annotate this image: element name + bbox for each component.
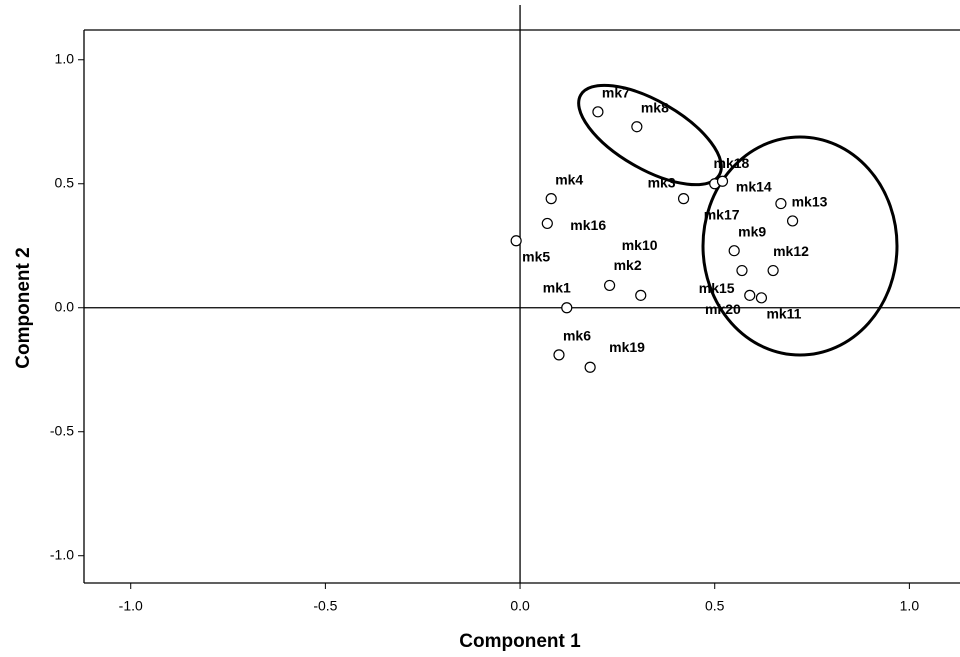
point-label: mk7 [602, 85, 630, 101]
point-label: mk9 [738, 223, 766, 239]
point [546, 194, 556, 204]
point-label: mk17 [704, 206, 740, 222]
point-label: mk2 [614, 257, 642, 273]
point [745, 290, 755, 300]
point-label: mk16 [570, 217, 606, 233]
point-label: mk19 [609, 339, 645, 355]
y-tick-label: -0.5 [50, 422, 74, 438]
point [605, 280, 615, 290]
x-tick-label: 0.5 [705, 598, 725, 614]
point [593, 107, 603, 117]
point [562, 303, 572, 313]
point [768, 266, 778, 276]
point [679, 194, 689, 204]
point-label: mk5 [522, 248, 550, 264]
point-label: mk13 [792, 194, 828, 210]
point-label: mk10 [622, 237, 658, 253]
point [632, 122, 642, 132]
y-axis-title: Component 2 [13, 247, 34, 368]
y-tick-label: 0.5 [55, 174, 75, 190]
point-label: mk18 [714, 155, 750, 171]
point [776, 199, 786, 209]
point [636, 290, 646, 300]
point [788, 216, 798, 226]
point [737, 266, 747, 276]
point [718, 176, 728, 186]
x-tick-label: 1.0 [900, 598, 920, 614]
point-label: mk14 [736, 178, 772, 194]
point [585, 362, 595, 372]
point-label: mk11 [766, 306, 801, 322]
point-label: mk15 [699, 280, 735, 296]
y-tick-label: 0.0 [55, 298, 75, 314]
point [729, 246, 739, 256]
x-tick-label: -0.5 [313, 598, 337, 614]
point-label: mk1 [543, 279, 571, 295]
x-tick-label: -1.0 [119, 598, 143, 614]
point-label: mk3 [648, 174, 676, 190]
chart: Component 1 Component 2 -1.0 -0.5 0.0 0.5 1.… [0, 0, 960, 657]
y-tick-label: -1.0 [50, 546, 74, 562]
point [756, 293, 766, 303]
point-label: mk8 [641, 99, 669, 115]
x-tick-label: 0.0 [510, 598, 530, 614]
x-axis-title: Component 1 [459, 631, 581, 652]
point [542, 218, 552, 228]
point-label: mk20 [705, 301, 741, 317]
y-tick-label: 1.0 [55, 50, 75, 66]
point-label: mk4 [555, 171, 583, 187]
point [554, 350, 564, 360]
point [511, 236, 521, 246]
point-label: mk12 [773, 243, 809, 259]
point-label: mk6 [563, 328, 591, 344]
